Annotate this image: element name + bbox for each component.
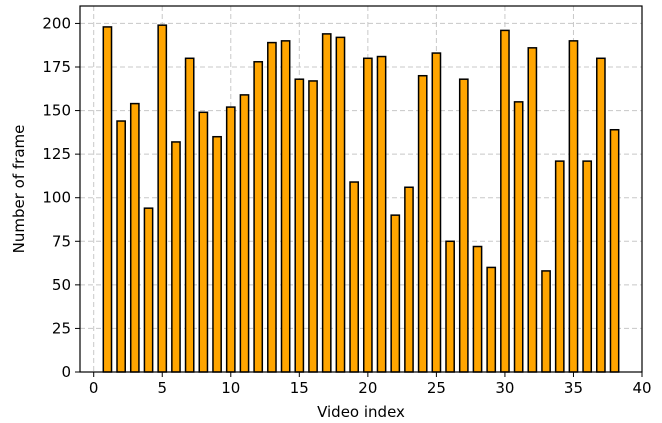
y-tick-label: 50 <box>52 276 71 294</box>
x-axis-label: Video index <box>317 403 405 421</box>
x-tick-label: 40 <box>632 379 651 397</box>
bar-video-22 <box>390 214 401 373</box>
y-tick-label: 75 <box>52 232 71 250</box>
x-tick-label: 0 <box>89 379 99 397</box>
bar-video-35 <box>568 40 579 373</box>
bar-video-4 <box>143 207 154 373</box>
bar-video-26 <box>445 240 455 373</box>
bar-video-5 <box>157 24 168 373</box>
x-tick-label: 25 <box>427 379 446 397</box>
bar-video-32 <box>527 47 538 373</box>
y-tick-label: 100 <box>42 189 71 207</box>
bar-video-15 <box>294 78 305 373</box>
bar-video-30 <box>500 29 510 373</box>
bar-video-8 <box>198 111 209 373</box>
x-tick-label: 5 <box>157 379 167 397</box>
y-tick-label: 150 <box>42 102 71 120</box>
bar-video-34 <box>554 160 565 373</box>
y-axis-label: Number of frame <box>10 125 28 254</box>
bar-video-17 <box>321 33 332 373</box>
bar-video-28 <box>472 245 483 373</box>
y-tick-label: 25 <box>52 319 71 337</box>
bar-video-10 <box>225 106 236 373</box>
y-tick-label: 125 <box>42 145 71 163</box>
x-tick-label: 20 <box>358 379 377 397</box>
x-axis-ticks: 0 5 10 15 20 25 30 35 40 <box>89 372 652 397</box>
x-tick-label: 35 <box>564 379 583 397</box>
y-axis-ticks: 0 25 50 75 100 125 150 175 200 <box>42 14 80 381</box>
bar-video-2 <box>116 120 126 373</box>
bar-video-24 <box>417 74 428 373</box>
bar-video-23 <box>404 186 414 373</box>
bar-video-38 <box>609 128 620 373</box>
plot-frame <box>79 5 643 373</box>
bar-video-6 <box>171 141 181 373</box>
bar-video-11 <box>239 94 250 373</box>
bar-video-29 <box>486 266 497 373</box>
x-tick-label: 10 <box>221 379 240 397</box>
bar-video-13 <box>267 41 277 373</box>
bar-video-9 <box>212 135 222 373</box>
bar-video-25 <box>431 52 442 373</box>
bar-video-37 <box>596 57 606 373</box>
bar-video-14 <box>280 40 291 373</box>
bar-video-19 <box>349 181 360 373</box>
bar-video-18 <box>335 36 346 373</box>
bar-video-1 <box>102 26 113 373</box>
bar-video-20 <box>362 57 373 373</box>
x-tick-label: 30 <box>495 379 514 397</box>
x-tick-label: 15 <box>290 379 309 397</box>
y-tick-label: 175 <box>42 58 71 76</box>
bars <box>102 24 620 373</box>
y-tick-label: 0 <box>61 363 71 381</box>
bar-video-27 <box>458 78 469 373</box>
bar-video-3 <box>129 102 140 373</box>
bar-video-36 <box>582 160 593 373</box>
bar-video-21 <box>376 55 387 373</box>
y-tick-label: 200 <box>42 14 71 32</box>
bar-video-33 <box>541 270 551 373</box>
bar-video-12 <box>253 61 264 373</box>
bar-video-7 <box>184 57 195 373</box>
bar-video-31 <box>513 101 524 373</box>
bar-video-16 <box>308 80 318 373</box>
